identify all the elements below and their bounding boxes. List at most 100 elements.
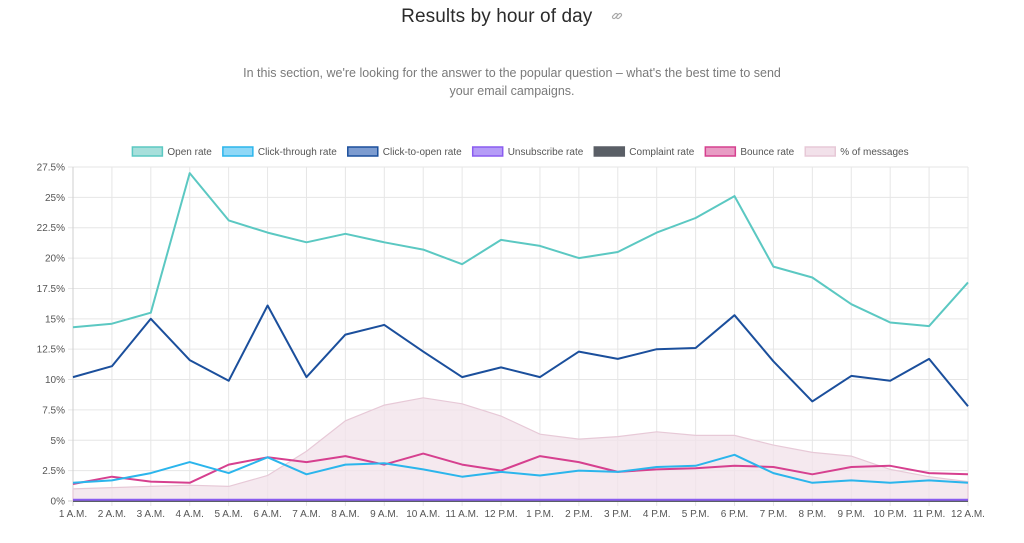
x-tick-label: 8 P.M. — [799, 509, 827, 520]
data-point-bounce-rate — [576, 460, 581, 465]
data-point-bounce-rate — [888, 463, 893, 468]
data-point-of-messages — [693, 433, 698, 438]
series-line-open-rate — [72, 172, 969, 329]
legend-item-unsubscribe-rate[interactable]: Unsubscribe rate — [471, 146, 584, 158]
legend-item-click-to-open-rate[interactable]: Click-to-open rate — [347, 146, 462, 158]
legend-swatch — [804, 146, 836, 157]
data-point-click-through-rate — [693, 463, 698, 468]
data-point-click-to-open-rate — [615, 356, 620, 361]
data-point-open-rate — [537, 243, 542, 248]
data-point-unsubscribe-rate — [499, 497, 504, 502]
data-point-unsubscribe-rate — [888, 497, 893, 502]
data-point-click-to-open-rate — [771, 359, 776, 364]
data-point-click-through-rate — [927, 478, 932, 483]
data-point-of-messages — [537, 432, 542, 437]
data-point-unsubscribe-rate — [810, 497, 815, 502]
data-point-click-to-open-rate — [343, 332, 348, 337]
x-tick-label: 2 A.M. — [98, 509, 126, 520]
data-point-click-to-open-rate — [265, 303, 270, 308]
data-point-unsubscribe-rate — [304, 497, 309, 502]
data-point-click-through-rate — [654, 464, 659, 469]
data-point-click-to-open-rate — [849, 373, 854, 378]
data-point-of-messages — [109, 485, 114, 490]
data-point-click-through-rate — [888, 480, 893, 485]
data-point-click-through-rate — [265, 455, 270, 460]
x-tick-label: 5 A.M. — [214, 509, 242, 520]
data-point-click-through-rate — [343, 462, 348, 467]
x-tick-label: 12 P.M. — [484, 509, 517, 520]
data-point-click-through-rate — [537, 473, 542, 478]
data-point-unsubscribe-rate — [109, 497, 114, 502]
data-point-of-messages — [499, 413, 504, 418]
legend-label: % of messages — [840, 147, 908, 158]
x-tick-label: 3 A.M. — [137, 509, 165, 520]
data-point-click-to-open-rate — [109, 364, 114, 369]
data-point-click-through-rate — [421, 467, 426, 472]
y-tick-label: 25% — [45, 193, 65, 204]
data-point-click-through-rate — [732, 452, 737, 457]
data-point-click-to-open-rate — [654, 347, 659, 352]
data-point-open-rate — [927, 324, 932, 329]
data-point-open-rate — [771, 264, 776, 269]
data-point-of-messages — [265, 473, 270, 478]
data-point-click-through-rate — [810, 480, 815, 485]
data-point-of-messages — [615, 434, 620, 439]
data-point-click-through-rate — [304, 472, 309, 477]
data-point-of-messages — [849, 454, 854, 459]
data-point-bounce-rate — [148, 479, 153, 484]
data-point-of-messages — [71, 486, 76, 491]
legend-item-of-messages[interactable]: % of messages — [804, 146, 909, 158]
data-point-click-to-open-rate — [187, 358, 192, 363]
data-point-bounce-rate — [460, 462, 465, 467]
data-point-of-messages — [576, 437, 581, 442]
series-line-click-to-open-rate — [72, 304, 969, 407]
link-icon[interactable] — [611, 9, 623, 27]
legend-swatch — [131, 146, 164, 157]
data-point-click-through-rate — [576, 468, 581, 473]
legend-item-complaint-rate[interactable]: Complaint rate — [593, 146, 695, 158]
data-point-click-to-open-rate — [421, 349, 426, 354]
data-point-open-rate — [304, 240, 309, 245]
data-point-open-rate — [71, 325, 76, 330]
x-tick-label: 6 P.M. — [721, 509, 749, 520]
data-point-click-to-open-rate — [810, 399, 815, 404]
data-point-click-to-open-rate — [304, 375, 309, 380]
data-point-open-rate — [343, 231, 348, 236]
data-point-of-messages — [654, 429, 659, 434]
data-point-click-through-rate — [382, 461, 387, 466]
x-tick-label: 1 P.M. — [526, 509, 554, 520]
data-point-click-to-open-rate — [71, 375, 76, 380]
legend-swatch — [704, 146, 737, 157]
x-tick-label: 4 P.M. — [643, 509, 671, 520]
legend-item-click-through-rate[interactable]: Click-through rate — [222, 146, 337, 158]
data-point-bounce-rate — [810, 472, 815, 477]
data-point-bounce-rate — [537, 454, 542, 459]
data-point-of-messages — [148, 484, 153, 489]
data-point-click-through-rate — [499, 469, 504, 474]
data-point-open-rate — [654, 230, 659, 235]
legend-label: Bounce rate — [740, 147, 794, 158]
x-tick-label: 10 A.M. — [406, 509, 440, 520]
data-point-open-rate — [732, 194, 737, 199]
data-point-of-messages — [382, 403, 387, 408]
data-point-click-to-open-rate — [576, 349, 581, 354]
legend-label: Click-to-open rate — [383, 147, 462, 158]
legend-item-open-rate[interactable]: Open rate — [131, 146, 212, 158]
legend-swatch — [222, 146, 254, 157]
data-point-open-rate — [849, 302, 854, 307]
legend-item-bounce-rate[interactable]: Bounce rate — [704, 146, 795, 158]
series-line-click-through-rate — [72, 453, 969, 484]
data-point-of-messages — [810, 450, 815, 455]
data-point-open-rate — [966, 280, 971, 285]
data-point-of-messages — [460, 401, 465, 406]
data-point-of-messages — [304, 449, 309, 454]
data-point-unsubscribe-rate — [732, 497, 737, 502]
x-tick-label: 7 P.M. — [760, 509, 788, 520]
data-point-open-rate — [187, 171, 192, 176]
data-point-open-rate — [888, 320, 893, 325]
x-tick-label: 10 P.M. — [874, 509, 907, 520]
y-tick-label: 5% — [51, 436, 66, 447]
data-point-open-rate — [148, 310, 153, 315]
y-tick-label: 22.5% — [37, 223, 65, 234]
